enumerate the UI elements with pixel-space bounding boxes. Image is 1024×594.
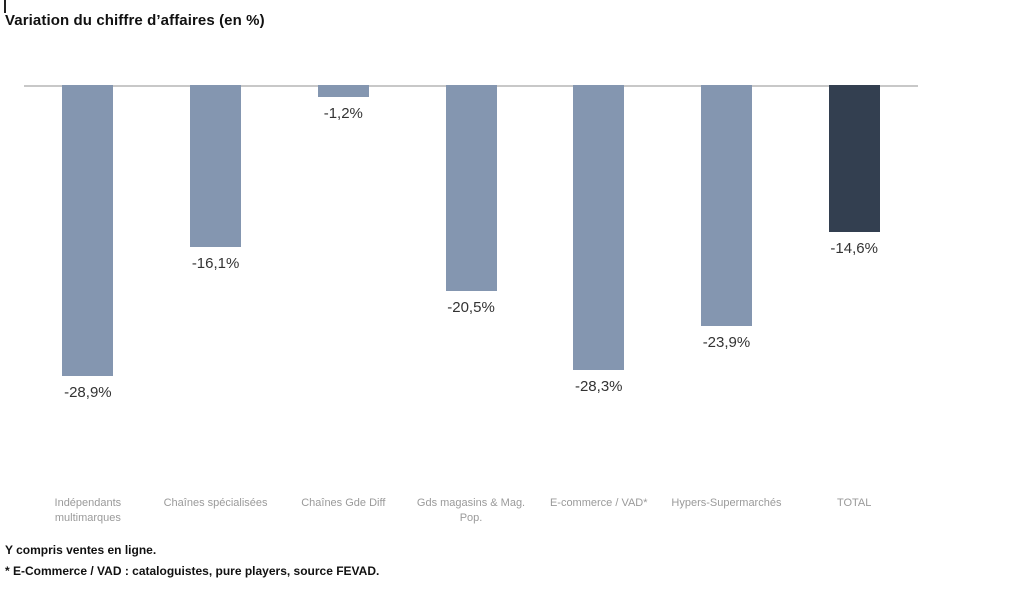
bar-column-3: -1,2% (279, 85, 407, 122)
bar-value-label-3: -1,2% (323, 105, 363, 122)
bar-6 (700, 85, 752, 326)
category-label-4: Gds magasins & Mag. Pop. (416, 497, 526, 524)
category-cell-4: Gds magasins & Mag. Pop. (407, 496, 535, 526)
category-cell-3: Chaînes Gde Diff (279, 496, 407, 511)
category-label-6: Hypers-Supermarchés (671, 497, 782, 509)
bar-value-label-6: -23,9% (702, 334, 751, 351)
category-cell-7: TOTAL (790, 496, 918, 511)
bar-column-4: -20,5% (407, 85, 535, 316)
footnote-ecommerce-vad: * E-Commerce / VAD : cataloguistes, pure… (5, 564, 380, 578)
bar-5 (573, 85, 625, 370)
bar-1 (62, 85, 114, 376)
footnotes: Y compris ventes en ligne. * E-Commerce … (5, 540, 379, 582)
bar-value-label-5: -28,3% (574, 378, 623, 395)
bar-2 (190, 85, 242, 247)
bar-column-5: -28,3% (535, 85, 663, 395)
category-cell-2: Chaînes spécialisées (152, 496, 280, 511)
bar-column-7: -14,6% (790, 85, 918, 257)
category-label-1: Indépendants multimarques (54, 497, 122, 524)
text-cursor-mark (4, 0, 6, 13)
category-label-3: Chaînes Gde Diff (301, 497, 386, 509)
bar-chart-plot-area: -28,9% -16,1% -1,2% -20,5% -28,3% -23,9% -14,6… (24, 85, 918, 497)
category-cell-5: E-commerce / VAD* (535, 496, 663, 511)
category-label-5: E-commerce / VAD* (549, 497, 648, 509)
category-label-7: TOTAL (836, 497, 872, 509)
footnote-ventes-en-ligne: Y compris ventes en ligne. (5, 543, 157, 557)
category-label-2: Chaînes spécialisées (163, 497, 268, 509)
bar-3 (317, 85, 369, 97)
bar-7 (828, 85, 880, 232)
bar-value-label-1: -28,9% (64, 384, 112, 401)
bar-4 (445, 85, 497, 291)
bar-column-2: -16,1% (152, 85, 280, 272)
bar-value-label-7: -14,6% (830, 240, 878, 257)
category-cell-6: Hypers-Supermarchés (663, 496, 791, 511)
bar-column-6: -23,9% (663, 85, 791, 351)
category-axis-labels: Indépendants multimarques Chaînes spécial… (24, 496, 918, 526)
bar-value-label-2: -16,1% (191, 255, 240, 272)
bar-value-label-4: -20,5% (447, 299, 495, 316)
chart-title: Variation du chiffre d’affaires (en %) (5, 12, 265, 29)
category-cell-1: Indépendants multimarques (24, 496, 152, 526)
bar-column-1: -28,9% (24, 85, 152, 401)
